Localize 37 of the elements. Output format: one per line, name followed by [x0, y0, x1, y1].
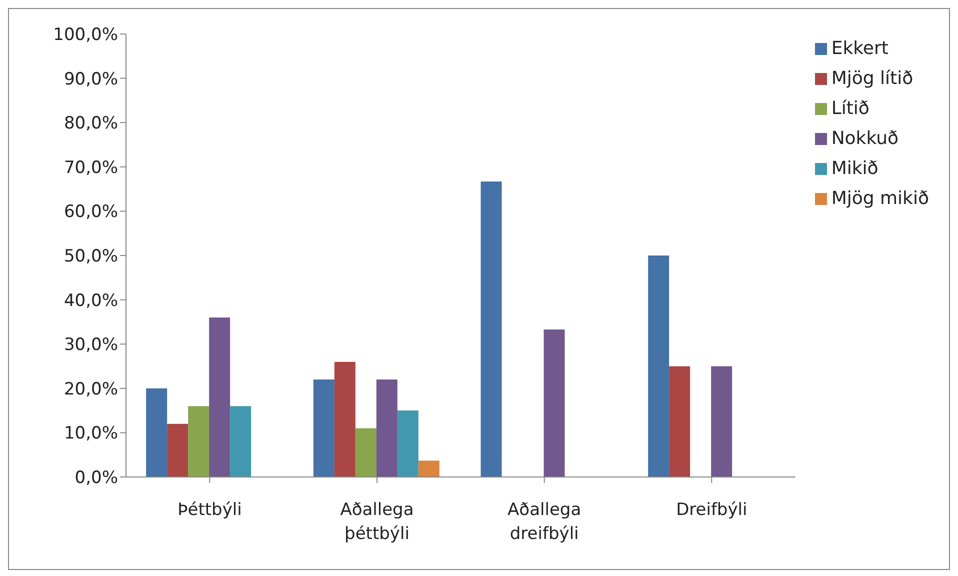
y-tick-label: 80,0%	[64, 114, 118, 134]
bar	[418, 460, 440, 477]
legend-label: Nokkuð	[831, 128, 899, 149]
y-tick-label: 70,0%	[64, 158, 118, 178]
bar	[648, 256, 670, 477]
legend-label: Lítið	[831, 98, 870, 119]
bar	[167, 424, 188, 477]
x-tick-label: Aðallega dreifbýli	[508, 500, 582, 544]
y-tick-label: 0,0%	[74, 468, 118, 488]
bar	[376, 380, 398, 477]
bar	[230, 406, 252, 477]
y-tick-label: 50,0%	[64, 246, 118, 267]
y-tick-label: 90,0%	[64, 69, 118, 90]
bar	[334, 362, 356, 477]
y-tick-label: 10,0%	[64, 424, 118, 444]
legend-label: Mjög mikið	[831, 188, 929, 209]
x-tick-label: Aðallega þéttbýli	[340, 500, 414, 544]
bar	[544, 329, 565, 477]
y-tick-label: 60,0%	[64, 202, 118, 222]
y-tick-label: 100,0%	[53, 25, 118, 46]
legend-label: Mjög lítið	[831, 68, 914, 89]
bar	[480, 182, 502, 477]
y-tick-label: 40,0%	[64, 290, 118, 311]
bar	[313, 380, 334, 477]
bar	[146, 388, 168, 477]
y-tick-label: 20,0%	[64, 379, 118, 400]
bar	[397, 410, 418, 477]
bar	[669, 366, 690, 477]
bar	[209, 318, 230, 477]
legend-label: Mikið	[831, 158, 878, 179]
x-tick-label: Þéttbýli	[177, 500, 242, 520]
bar	[188, 406, 210, 477]
bar	[355, 428, 376, 477]
x-tick-label: Dreifbýli	[676, 500, 748, 520]
legend-label: Ekkert	[831, 38, 888, 59]
y-tick-label: 30,0%	[64, 335, 118, 356]
bar	[711, 366, 732, 477]
